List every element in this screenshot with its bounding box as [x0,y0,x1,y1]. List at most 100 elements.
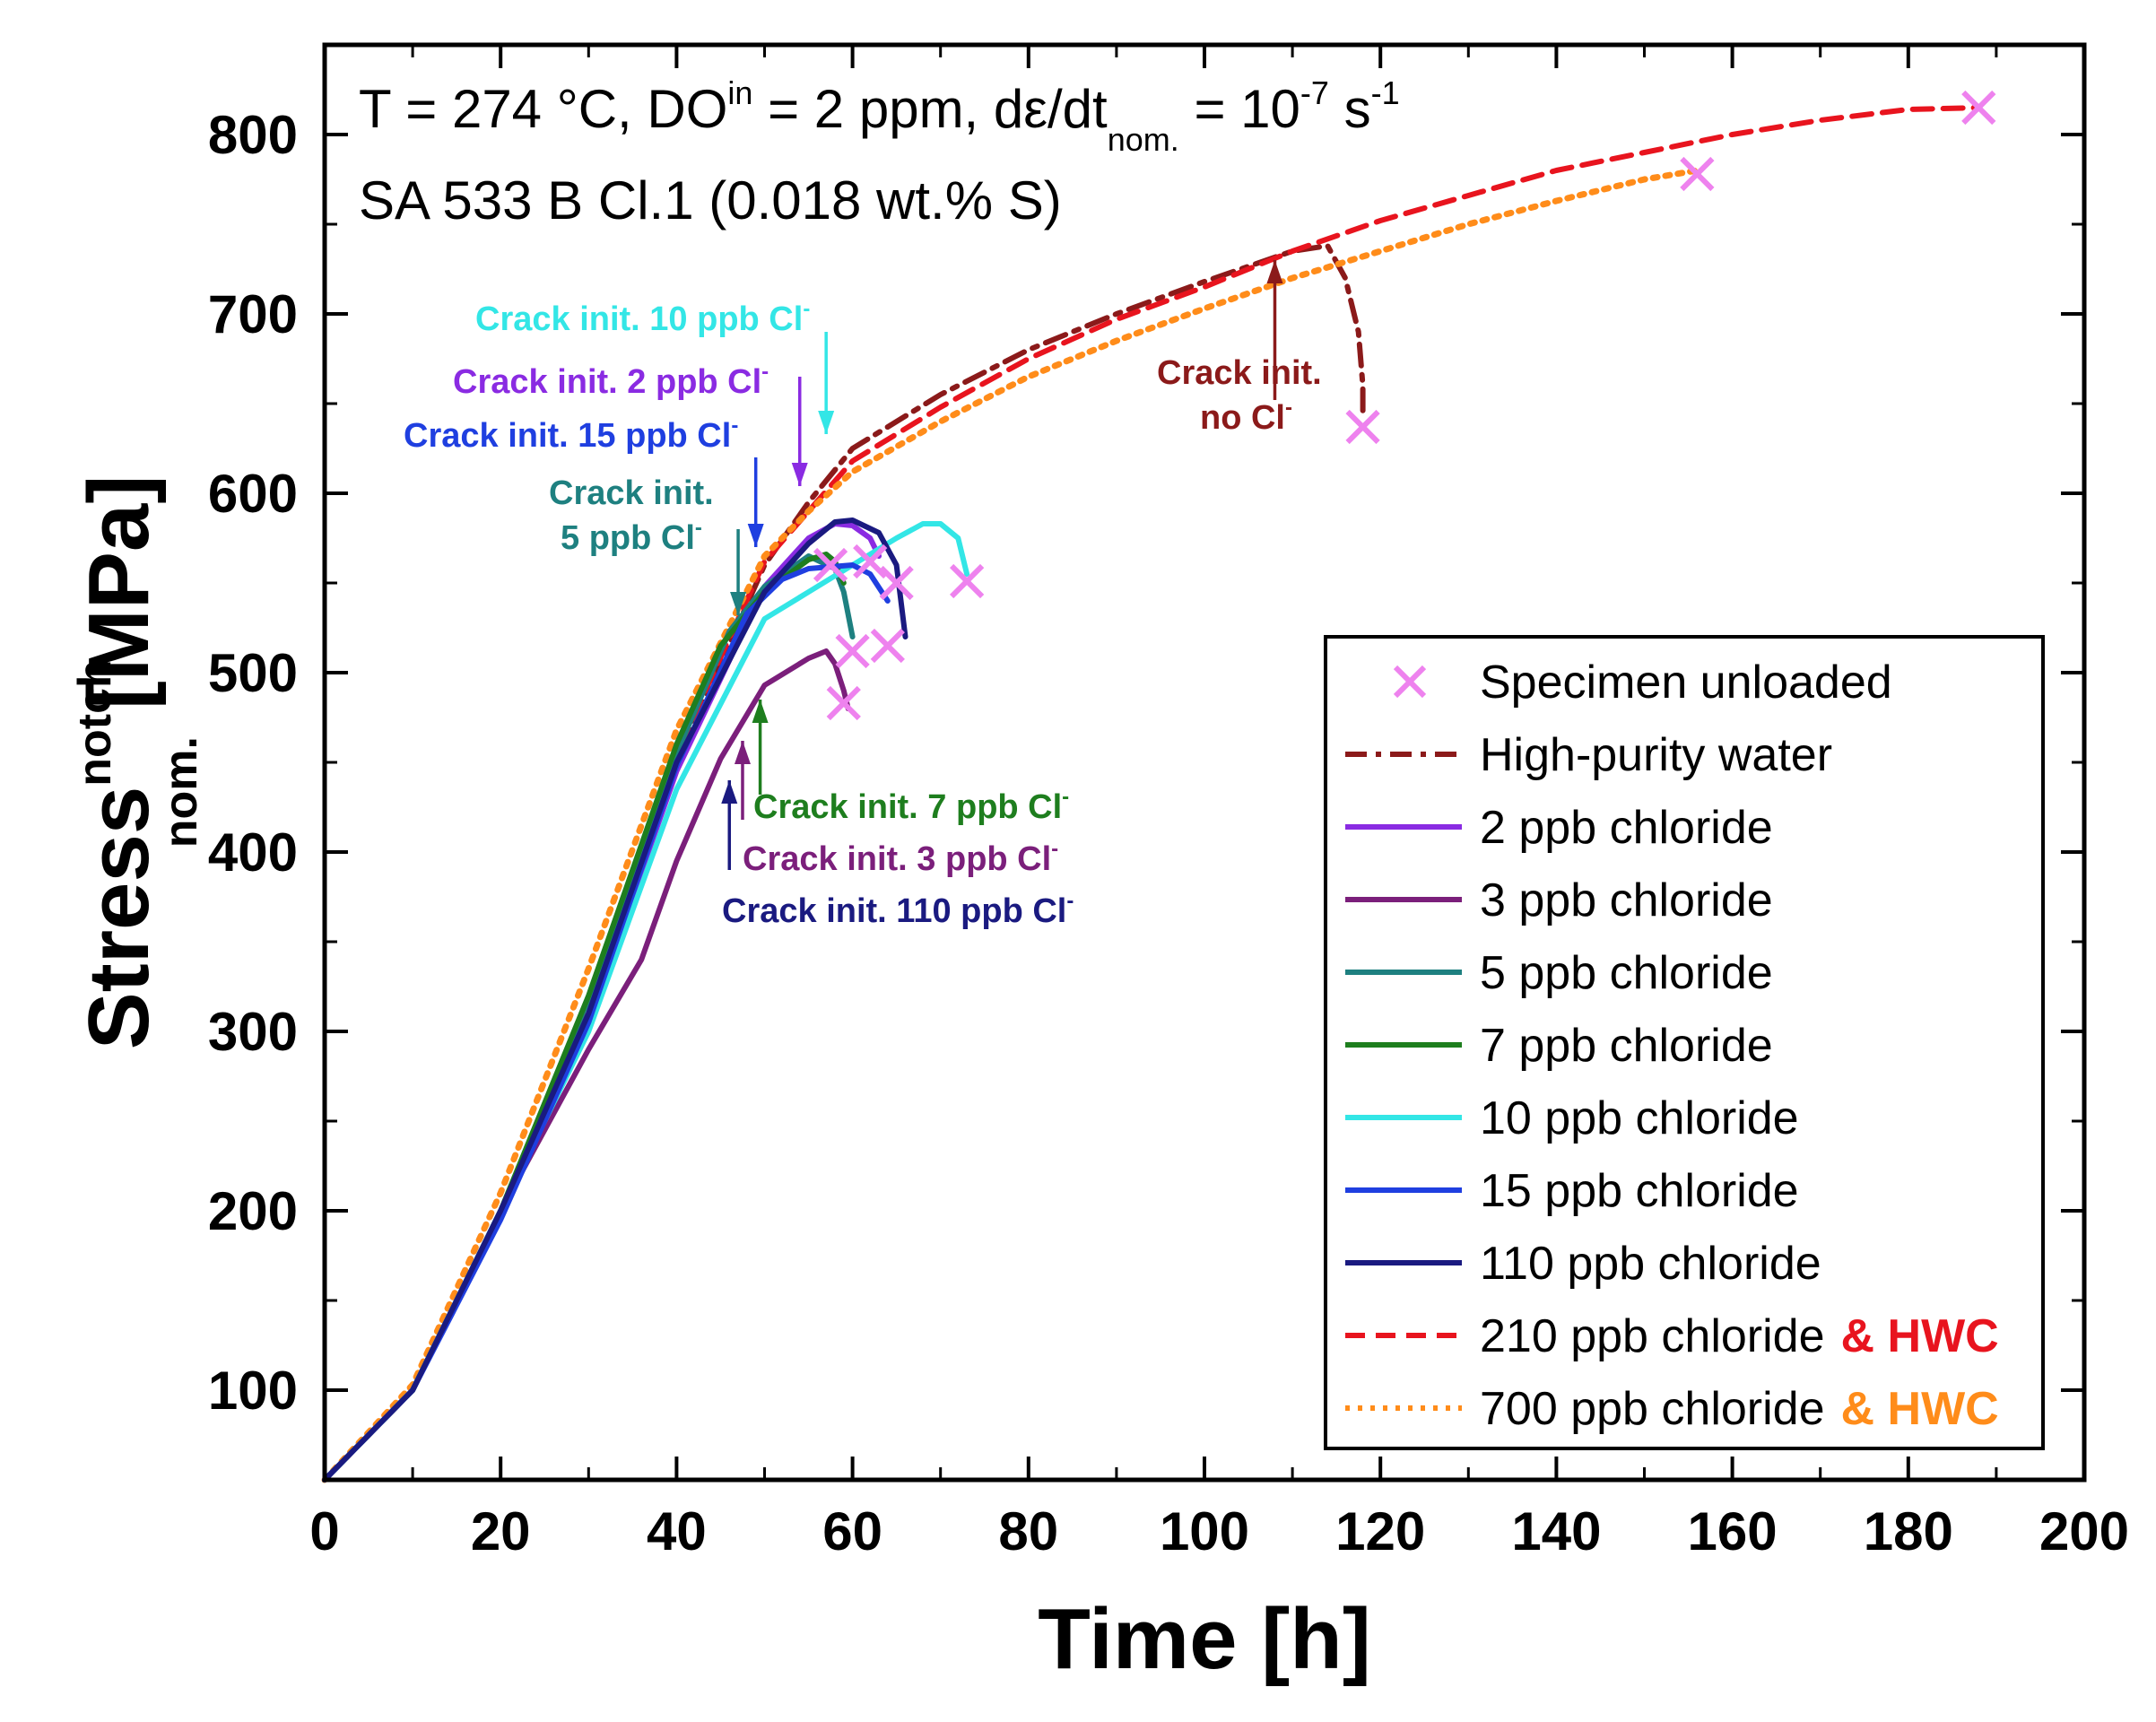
annotation-label: Crack init. 7 ppb Cl- [753,785,1069,826]
x-tick-label: 180 [1864,1501,1953,1561]
annotation-label: Crack init. 15 ppb Cl- [404,413,738,455]
unloaded-marker [813,547,848,583]
annotation-arrowhead [791,463,808,486]
annotations-group: Crack init. 10 ppb Cl- Crack init. 2 ppb … [404,260,1322,930]
legend-entry-700-ppb-chloride: 700 ppb chloride & HWC [1345,1383,1999,1435]
legend-entry-3-ppb-chloride: 3 ppb chloride [1345,874,1773,926]
y-title-unit: [MPa] [71,475,167,709]
x-tick-label: 160 [1688,1501,1778,1561]
legend-label: 2 ppb chloride [1480,802,1773,854]
legend-label-text: 5 ppb chloride [1480,947,1773,999]
x-tick-label: 0 [309,1501,339,1561]
marker-stroke [870,628,905,664]
marker-stroke [853,544,888,579]
cond-part-d: s [1329,79,1371,139]
y-tick-label: 600 [208,464,298,524]
svg-text:Stressnotchnom.[MPa]: Stressnotch nom. [MPa] [69,475,207,1050]
legend-entry-2-ppb-chloride: 2 ppb chloride [1345,802,1773,854]
x-tick-label: 120 [1335,1501,1425,1561]
x-tick-label: 20 [471,1501,531,1561]
y-tick-label: 100 [208,1361,298,1421]
annotation-label-main: Crack init. 110 ppb Cl [722,892,1066,930]
legend-label: Specimen unloaded [1480,657,1892,709]
y-title-main: Stress [71,787,167,1050]
annotation-label-sup: - [731,413,738,438]
legend: Specimen unloaded High-purity water 2 ppb … [1324,635,2045,1450]
annotation-label-main: Crack init. 7 ppb Cl [753,788,1062,826]
unloaded-marker [950,563,985,599]
y-tick-label: 400 [208,822,298,883]
x-tick-label: 200 [2039,1501,2129,1561]
annotation-label-main: Crack init. 2 ppb Cl [453,363,761,401]
y-title-sub: nom. [155,736,207,848]
legend-entry-110-ppb-chloride: 110 ppb chloride [1345,1238,1821,1290]
legend-label-text: 15 ppb chloride [1480,1165,1799,1217]
annotation-label: Crack init. 10 ppb Cl- [475,297,810,338]
unloaded-marker [1345,409,1380,445]
unloaded-marker [853,544,888,579]
legend-label-text: 700 ppb chloride [1480,1383,1825,1435]
annotation-arrowhead [818,411,835,434]
x-tick-label: 140 [1511,1501,1601,1561]
annotation-arrowhead [730,592,747,615]
annotation-label-sup: - [1066,889,1074,913]
y-tick-label: 300 [208,1002,298,1062]
y-tick-label: 700 [208,284,298,344]
marker-stroke [950,563,985,599]
y-tick-label: 800 [208,105,298,165]
annotation-label: Crack init. 2 ppb Cl- [453,360,769,401]
legend-entry-210-ppb-chloride: 210 ppb chloride & HWC [1345,1310,1999,1362]
conditions-line-1: T = 274 °C, DOin = 2 ppm, dε/dtnom. = 10… [359,74,1400,158]
series-line-110-ppb-chloride [322,517,908,1483]
legend-entry-10-ppb-chloride: 10 ppb chloride [1345,1092,1799,1144]
x-axis-title: Time [h] [1038,1591,1371,1687]
annotation-label: Crack init. [549,474,714,512]
annotation-arrowhead [1266,260,1283,283]
unloaded-marker [835,633,870,669]
x-tick-label: 60 [822,1501,882,1561]
legend-label: 3 ppb chloride [1480,874,1773,926]
legend-label: 15 ppb chloride [1480,1165,1799,1217]
annotation-arrowhead [752,700,769,723]
marker-stroke [1680,156,1715,192]
annotation-label: Crack init. [1157,354,1322,392]
annotation-label-sup: - [1051,837,1058,861]
annotation-label-sup: - [1062,785,1069,809]
legend-label-text: 7 ppb chloride [1480,1020,1773,1072]
legend-label: 110 ppb chloride [1480,1238,1821,1290]
cond-sup-c: -7 [1300,74,1329,111]
legend-label: 10 ppb chloride [1480,1092,1799,1144]
annotation-label-main: no Cl [1200,399,1285,437]
unloaded-markers-group [813,90,1996,721]
cond-part-c: = 10 [1179,79,1300,139]
legend-label: 210 ppb chloride & HWC [1480,1310,1999,1362]
annotation-label-main: Crack init. 3 ppb Cl [743,840,1051,878]
crack-init-annotation: Crack init. 10 ppb Cl- [475,297,835,434]
cond-part-b: = 2 ppm, dε/dt [752,79,1108,139]
marker-stroke [1961,90,1996,126]
legend-label: 7 ppb chloride [1480,1020,1773,1072]
legend-entry-15-ppb-chloride: 15 ppb chloride [1345,1165,1799,1217]
cond-sup-d: -1 [1371,74,1400,111]
legend-entry-5-ppb-chloride: 5 ppb chloride [1345,947,1773,999]
legend-label-text: 210 ppb chloride [1480,1310,1825,1362]
legend-label-text: 3 ppb chloride [1480,874,1773,926]
legend-entry-specimen-unloaded: Specimen unloaded [1393,657,1892,709]
crack-init-annotation: Crack init. no Cl- [1157,260,1322,437]
cond-part-a: T = 274 °C, DO [359,79,727,139]
legend-entry-7-ppb-chloride: 7 ppb chloride [1345,1020,1773,1072]
annotation-arrowhead [734,741,751,764]
y-title-sup: notch [69,659,121,787]
y-tick-label: 500 [208,643,298,703]
annotation-label-line2: no Cl- [1200,396,1292,437]
legend-swatch [1393,665,1427,699]
annotation-label-sup: - [695,516,702,540]
legend-label-text: 110 ppb chloride [1480,1238,1821,1290]
cond-sup-a: in [727,74,752,111]
unloaded-marker [826,685,861,721]
series-group [321,105,1982,1483]
legend-entries: Specimen unloaded High-purity water 2 ppb … [1345,657,1999,1435]
marker-stroke [826,685,861,721]
annotation-label: Crack init. 110 ppb Cl- [722,889,1074,930]
